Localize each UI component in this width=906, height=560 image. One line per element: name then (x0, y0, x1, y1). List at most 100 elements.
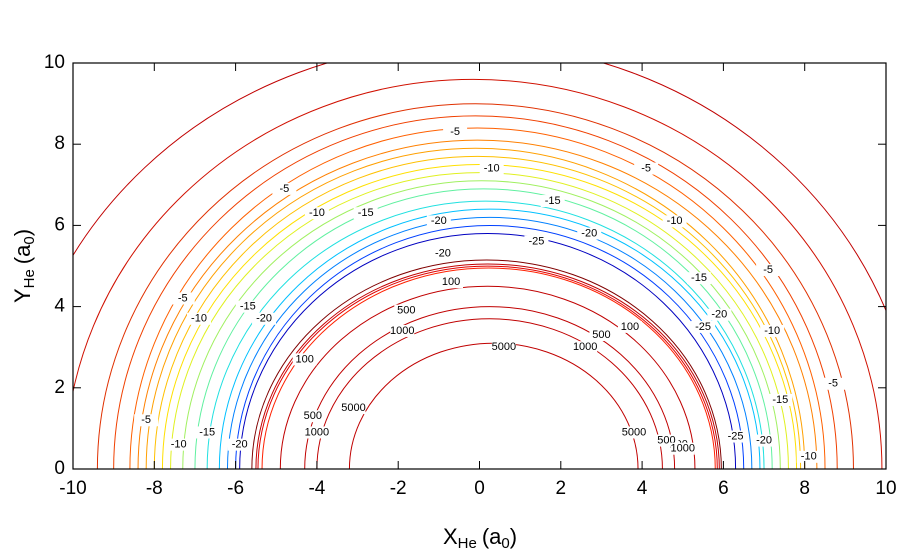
contour-label: -10 (801, 451, 817, 463)
contour-label: 1000 (671, 443, 695, 455)
contour-label-bg (443, 126, 468, 139)
contour-label: -10 (764, 325, 780, 337)
contour-line (145, 147, 806, 469)
contour-layer (73, 63, 886, 469)
contour-label: 100 (296, 353, 314, 365)
contour-label-bg (272, 182, 297, 195)
contour-label-bg (300, 410, 325, 423)
contour-label-bg (540, 195, 565, 208)
x-tick-label: 6 (718, 478, 729, 499)
contour-label-bg (479, 162, 504, 175)
x-tick-label: -10 (59, 478, 86, 499)
contour-label-bg (166, 438, 191, 451)
y-tick-label: 8 (54, 133, 65, 154)
x-tick-label: -6 (227, 478, 244, 499)
contour-label: -10 (309, 207, 325, 219)
contour-line (279, 285, 696, 469)
contour-label: -25 (695, 321, 711, 333)
contour-line (348, 342, 639, 469)
x-axis-label: XHe (a0) (443, 524, 517, 552)
contour-line (73, 63, 886, 312)
contour-label: -20 (711, 309, 727, 321)
contour-line (226, 217, 753, 469)
contour-label: -25 (728, 430, 744, 442)
contour-label: -5 (763, 264, 773, 276)
contour-label-bg (577, 227, 602, 240)
contour-label: -15 (772, 394, 788, 406)
contour-label-bg (134, 414, 159, 427)
contour-line (304, 306, 676, 469)
contour-line (316, 318, 663, 469)
contour-label-bg (430, 247, 455, 260)
contour-label-bg (723, 430, 748, 443)
contour-label-bg (796, 450, 821, 463)
contour-label: 5000 (341, 402, 365, 414)
contour-label-bg (170, 292, 195, 305)
contour-label-bg (252, 312, 277, 325)
contour-label: -5 (141, 414, 151, 426)
contour-line (161, 164, 798, 469)
y-tick-label: 2 (54, 377, 65, 398)
contour-line (239, 233, 737, 469)
contour-line (170, 172, 789, 469)
contour-label: 1000 (573, 341, 597, 353)
contour-label: -15 (240, 301, 256, 313)
contour-line (137, 139, 818, 469)
contour-label-bg (760, 324, 785, 337)
contour-label: -5 (178, 292, 188, 304)
contour-label-bg (756, 264, 781, 277)
contour-label-bg (589, 329, 614, 342)
contour-label-bg (439, 276, 464, 289)
contour-label: 500 (397, 305, 415, 317)
contour-line (218, 209, 761, 469)
contour-label-bg (353, 207, 378, 220)
x-tick-label: -8 (146, 478, 163, 499)
contour-label: 500 (304, 410, 322, 422)
contour-label-bg (634, 162, 659, 175)
contour-label-bg (670, 442, 695, 455)
contour-label-bg (187, 312, 212, 325)
contour-label-bg (491, 341, 516, 354)
contour-label-bg (573, 341, 598, 354)
contour-label: 1000 (305, 426, 329, 438)
x-tick-label: 0 (474, 478, 485, 499)
contour-label: -15 (199, 426, 215, 438)
contour-label-bg (821, 377, 846, 390)
x-tick-label: -2 (390, 478, 407, 499)
contour-label-bg (227, 438, 252, 451)
contour-label: -5 (641, 162, 651, 174)
contour-label: -20 (581, 227, 597, 239)
contour-label-bg (195, 426, 220, 439)
x-tick-label: 4 (637, 478, 648, 499)
contour-label-bg (304, 426, 329, 439)
contour-label: -15 (545, 195, 561, 207)
contour-label: -10 (171, 439, 187, 451)
contour-label: -5 (450, 126, 460, 138)
contour-label-layer: -5-5-5-5-5-5-5-10-10-10-10-10-10-10-15-1… (134, 126, 846, 463)
contour-line (235, 225, 745, 469)
contour-label-bg (390, 324, 415, 337)
contour-label: -20 (435, 248, 451, 260)
contour-label: -5 (828, 378, 838, 390)
contour-label: -15 (691, 272, 707, 284)
y-axis-label: YHe(a0) (10, 229, 38, 303)
contour-label: -5 (279, 183, 289, 195)
contour-label: 5000 (622, 426, 646, 438)
y-tick-label: 10 (44, 52, 65, 73)
x-tick-label: 2 (556, 478, 567, 499)
contour-label-bg (707, 308, 732, 321)
contour-line (182, 180, 781, 469)
contour-label-bg (235, 300, 260, 313)
contour-label: 500 (592, 329, 610, 341)
y-tick-label: 4 (54, 296, 65, 317)
contour-label: -10 (667, 215, 683, 227)
contour-label-bg (768, 393, 793, 406)
contour-label: -10 (484, 162, 500, 174)
contour-line (251, 259, 722, 469)
contour-label-bg (426, 215, 451, 228)
contour-label-bg (752, 434, 777, 447)
x-tick-label: -4 (308, 478, 325, 499)
contour-label: -20 (232, 439, 248, 451)
contour-line (257, 265, 718, 469)
